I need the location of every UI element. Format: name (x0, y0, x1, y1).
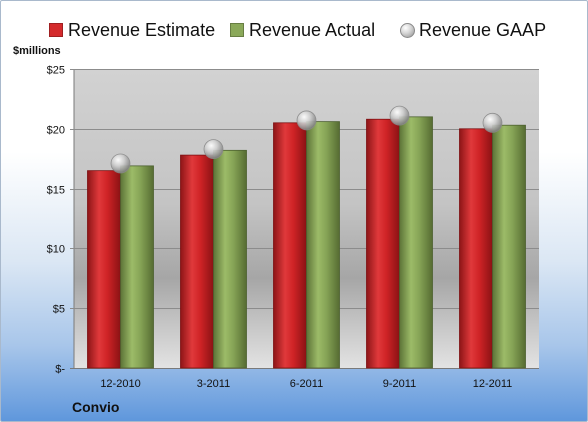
bars (87, 116, 526, 369)
company-name: Convio (72, 399, 120, 415)
gaap-markers (110, 105, 503, 174)
legend-label-revenue-actual: Revenue Actual (249, 19, 376, 40)
marker-revenue-gaap (482, 112, 503, 133)
y-tick-label: $15 (47, 185, 65, 197)
bar-revenue-actual (492, 124, 526, 369)
x-tick-label: 12-2011 (473, 378, 513, 390)
bar-revenue-actual (399, 116, 433, 369)
marker-revenue-gaap (296, 110, 317, 131)
marker-revenue-gaap (389, 105, 410, 126)
bar-revenue-estimate (87, 170, 121, 369)
x-tick-label: 12-2010 (100, 378, 140, 390)
y-axis-unit-label: $millions (13, 45, 61, 57)
y-tick-label: $20 (47, 125, 65, 137)
marker-revenue-gaap (110, 153, 131, 174)
x-tick-label: 3-2011 (197, 378, 230, 390)
bar-revenue-actual (120, 165, 154, 369)
y-tick-label: $- (55, 364, 65, 376)
bar-revenue-estimate (366, 118, 400, 369)
legend-label-revenue-gaap: Revenue GAAP (419, 19, 547, 40)
x-tick-label: 6-2011 (290, 378, 323, 390)
legend-item-revenue-gaap: Revenue GAAP (400, 17, 546, 43)
y-tick-label: $25 (47, 65, 65, 77)
y-tick-label: $10 (47, 244, 65, 256)
y-axis-ticks: $- $5 $10 $15 $20 $25 (47, 65, 66, 376)
legend-label-revenue-estimate: Revenue Estimate (68, 19, 216, 40)
marker-revenue-gaap (203, 139, 224, 160)
x-tick-label: 9-2011 (383, 378, 416, 390)
legend: Revenue Estimate Revenue Actual Revenue … (1, 17, 587, 43)
bar-revenue-estimate (180, 154, 214, 369)
legend-item-revenue-actual: Revenue Actual (230, 17, 375, 43)
bar-revenue-actual (213, 149, 247, 369)
legend-item-revenue-estimate: Revenue Estimate (49, 17, 215, 43)
bar-revenue-actual (306, 121, 340, 369)
legend-marker-revenue-gaap (400, 22, 415, 38)
legend-swatch-revenue-actual (230, 23, 244, 37)
bar-revenue-estimate (459, 128, 493, 369)
legend-swatch-revenue-estimate (49, 23, 63, 37)
y-tick-label: $5 (53, 304, 65, 316)
x-axis-ticks: 12-2010 3-2011 6-2011 9-2011 12-2011 (100, 378, 512, 390)
bar-revenue-estimate (273, 122, 307, 369)
